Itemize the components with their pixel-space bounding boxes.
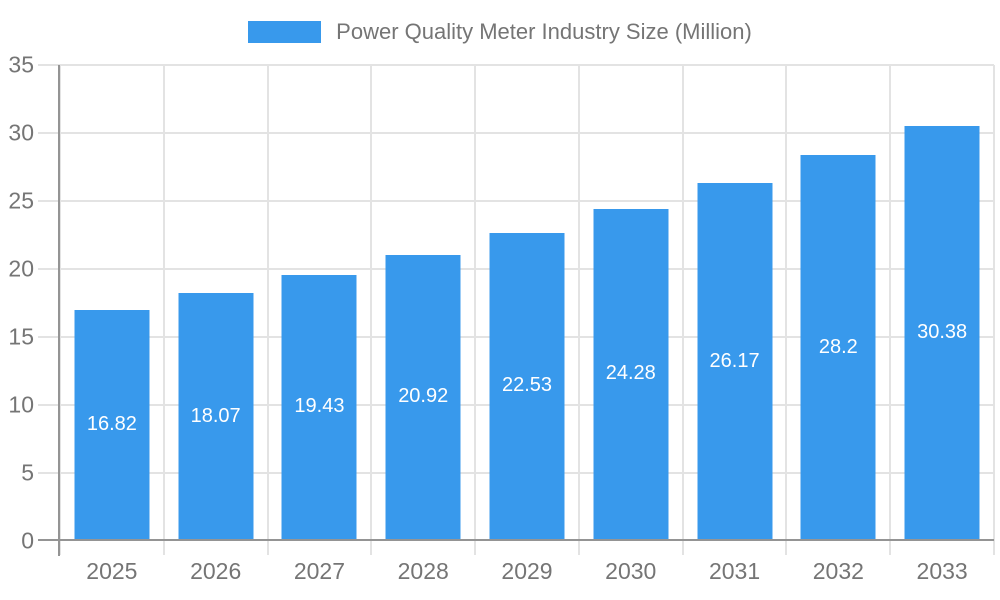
bar-value-label: 16.82 xyxy=(86,413,137,436)
bar[interactable]: 16.82 xyxy=(74,310,150,539)
x-tick-label: 2026 xyxy=(190,558,242,584)
bar-value-label: 24.28 xyxy=(605,362,656,385)
bar[interactable]: 19.43 xyxy=(281,274,357,539)
y-tick-label: 0 xyxy=(21,527,34,554)
legend[interactable]: Power Quality Meter Industry Size (Milli… xyxy=(0,19,1000,45)
bar[interactable]: 20.92 xyxy=(385,254,461,539)
legend-label: Power Quality Meter Industry Size (Milli… xyxy=(336,19,752,44)
x-gridline xyxy=(993,65,995,555)
x-tick-label: 2025 xyxy=(86,558,138,584)
x-gridline xyxy=(162,65,165,555)
x-gridline xyxy=(577,65,580,555)
y-tick-label: 5 xyxy=(21,459,34,486)
x-gridline xyxy=(785,65,788,555)
bar-value-label: 20.92 xyxy=(398,385,449,408)
bar[interactable]: 26.17 xyxy=(697,183,773,539)
bar-value-label: 19.43 xyxy=(294,395,345,418)
x-tick-label: 2028 xyxy=(397,558,449,584)
x-tick-label: 2032 xyxy=(812,558,864,584)
x-gridline xyxy=(370,65,373,555)
bar-value-label: 28.2 xyxy=(818,335,858,358)
bar[interactable]: 24.28 xyxy=(593,208,669,539)
bar-value-label: 30.38 xyxy=(917,320,968,343)
legend-swatch xyxy=(248,21,322,43)
plot-area: 0 5 10 15 20 25 30 35 16.82 2025 18.07 2026 19.43 202… xyxy=(8,53,995,584)
bar[interactable]: 22.53 xyxy=(489,232,565,539)
x-tick-label: 2031 xyxy=(708,558,761,584)
y-tick-label: 25 xyxy=(8,187,34,214)
y-tick-label: 20 xyxy=(8,255,34,282)
x-tick-label: 2030 xyxy=(605,558,657,584)
y-tick-label: 15 xyxy=(8,323,34,350)
x-gridline xyxy=(474,65,477,555)
bar-value-label: 26.17 xyxy=(709,349,760,372)
bar[interactable]: 28.2 xyxy=(800,155,876,539)
y-gridline xyxy=(38,200,994,202)
y-gridline xyxy=(38,64,994,66)
y-axis-line xyxy=(58,65,60,556)
y-tick-label: 30 xyxy=(8,119,34,146)
bar[interactable]: 30.38 xyxy=(904,125,980,539)
x-tick-label: 2029 xyxy=(501,558,553,584)
y-tick-label: 10 xyxy=(8,391,34,418)
x-gridline xyxy=(889,65,892,555)
bar-value-label: 18.07 xyxy=(190,404,241,427)
x-tick-label: 2027 xyxy=(293,558,346,584)
y-gridline xyxy=(38,132,994,134)
x-gridline xyxy=(59,65,61,555)
x-tick-label: 2033 xyxy=(916,558,968,584)
x-gridline xyxy=(266,65,269,555)
x-gridline xyxy=(681,65,684,555)
bar-value-label: 22.53 xyxy=(501,374,553,397)
y-tick-label: 35 xyxy=(8,51,34,78)
bar[interactable]: 18.07 xyxy=(178,293,254,539)
x-axis-baseline xyxy=(38,539,994,541)
